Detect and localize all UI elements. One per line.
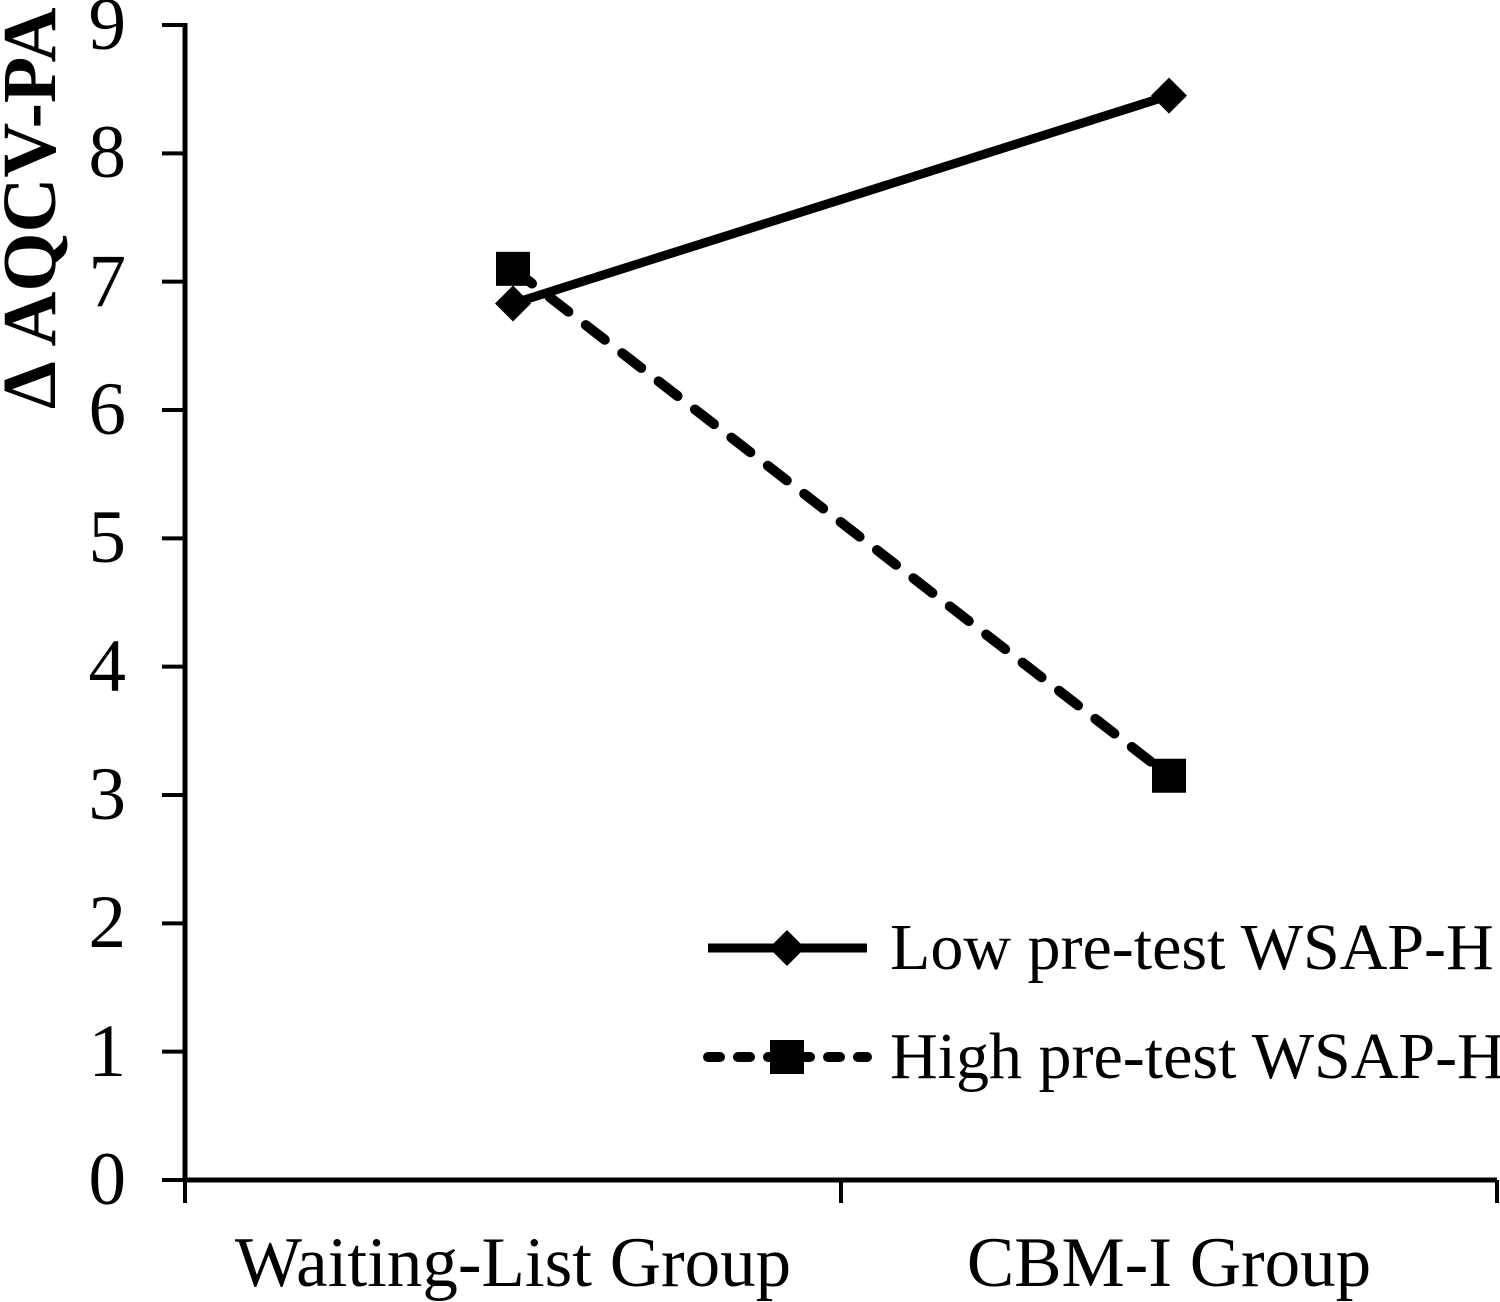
y-tick-label: 8 xyxy=(88,111,127,195)
y-tick-label: 3 xyxy=(88,753,127,836)
legend-label-high-pretest: High pre-test WSAP-H xyxy=(890,1020,1500,1093)
legend-marker-square xyxy=(770,1040,804,1074)
y-tick-label: 6 xyxy=(88,368,127,451)
y-tick-label: 1 xyxy=(88,1009,127,1093)
data-point-marker-square xyxy=(496,251,530,286)
x-category-label-waiting-list: Waiting-List Group xyxy=(234,1224,792,1302)
y-tick-label: 0 xyxy=(88,1138,127,1221)
y-tick-label: 9 xyxy=(88,0,127,66)
series-line-high-pretest xyxy=(508,263,1174,781)
data-point-marker-diamond xyxy=(1151,77,1187,114)
series-line-low-pretest xyxy=(511,91,1171,308)
y-axis-title: Δ AQCV-PA xyxy=(0,7,72,409)
legend-marker-diamond xyxy=(769,930,805,966)
y-tick-label: 5 xyxy=(88,496,127,580)
x-category-label-cbm-i: CBM-I Group xyxy=(966,1224,1372,1302)
data-point-marker-square xyxy=(1152,758,1186,793)
y-tick-label: 4 xyxy=(88,624,127,708)
y-tick-label: 2 xyxy=(88,881,127,965)
y-tick-label: 7 xyxy=(88,239,127,323)
legend-label-low-pretest: Low pre-test WSAP-H xyxy=(890,911,1494,984)
data-point-marker-diamond xyxy=(495,285,531,322)
